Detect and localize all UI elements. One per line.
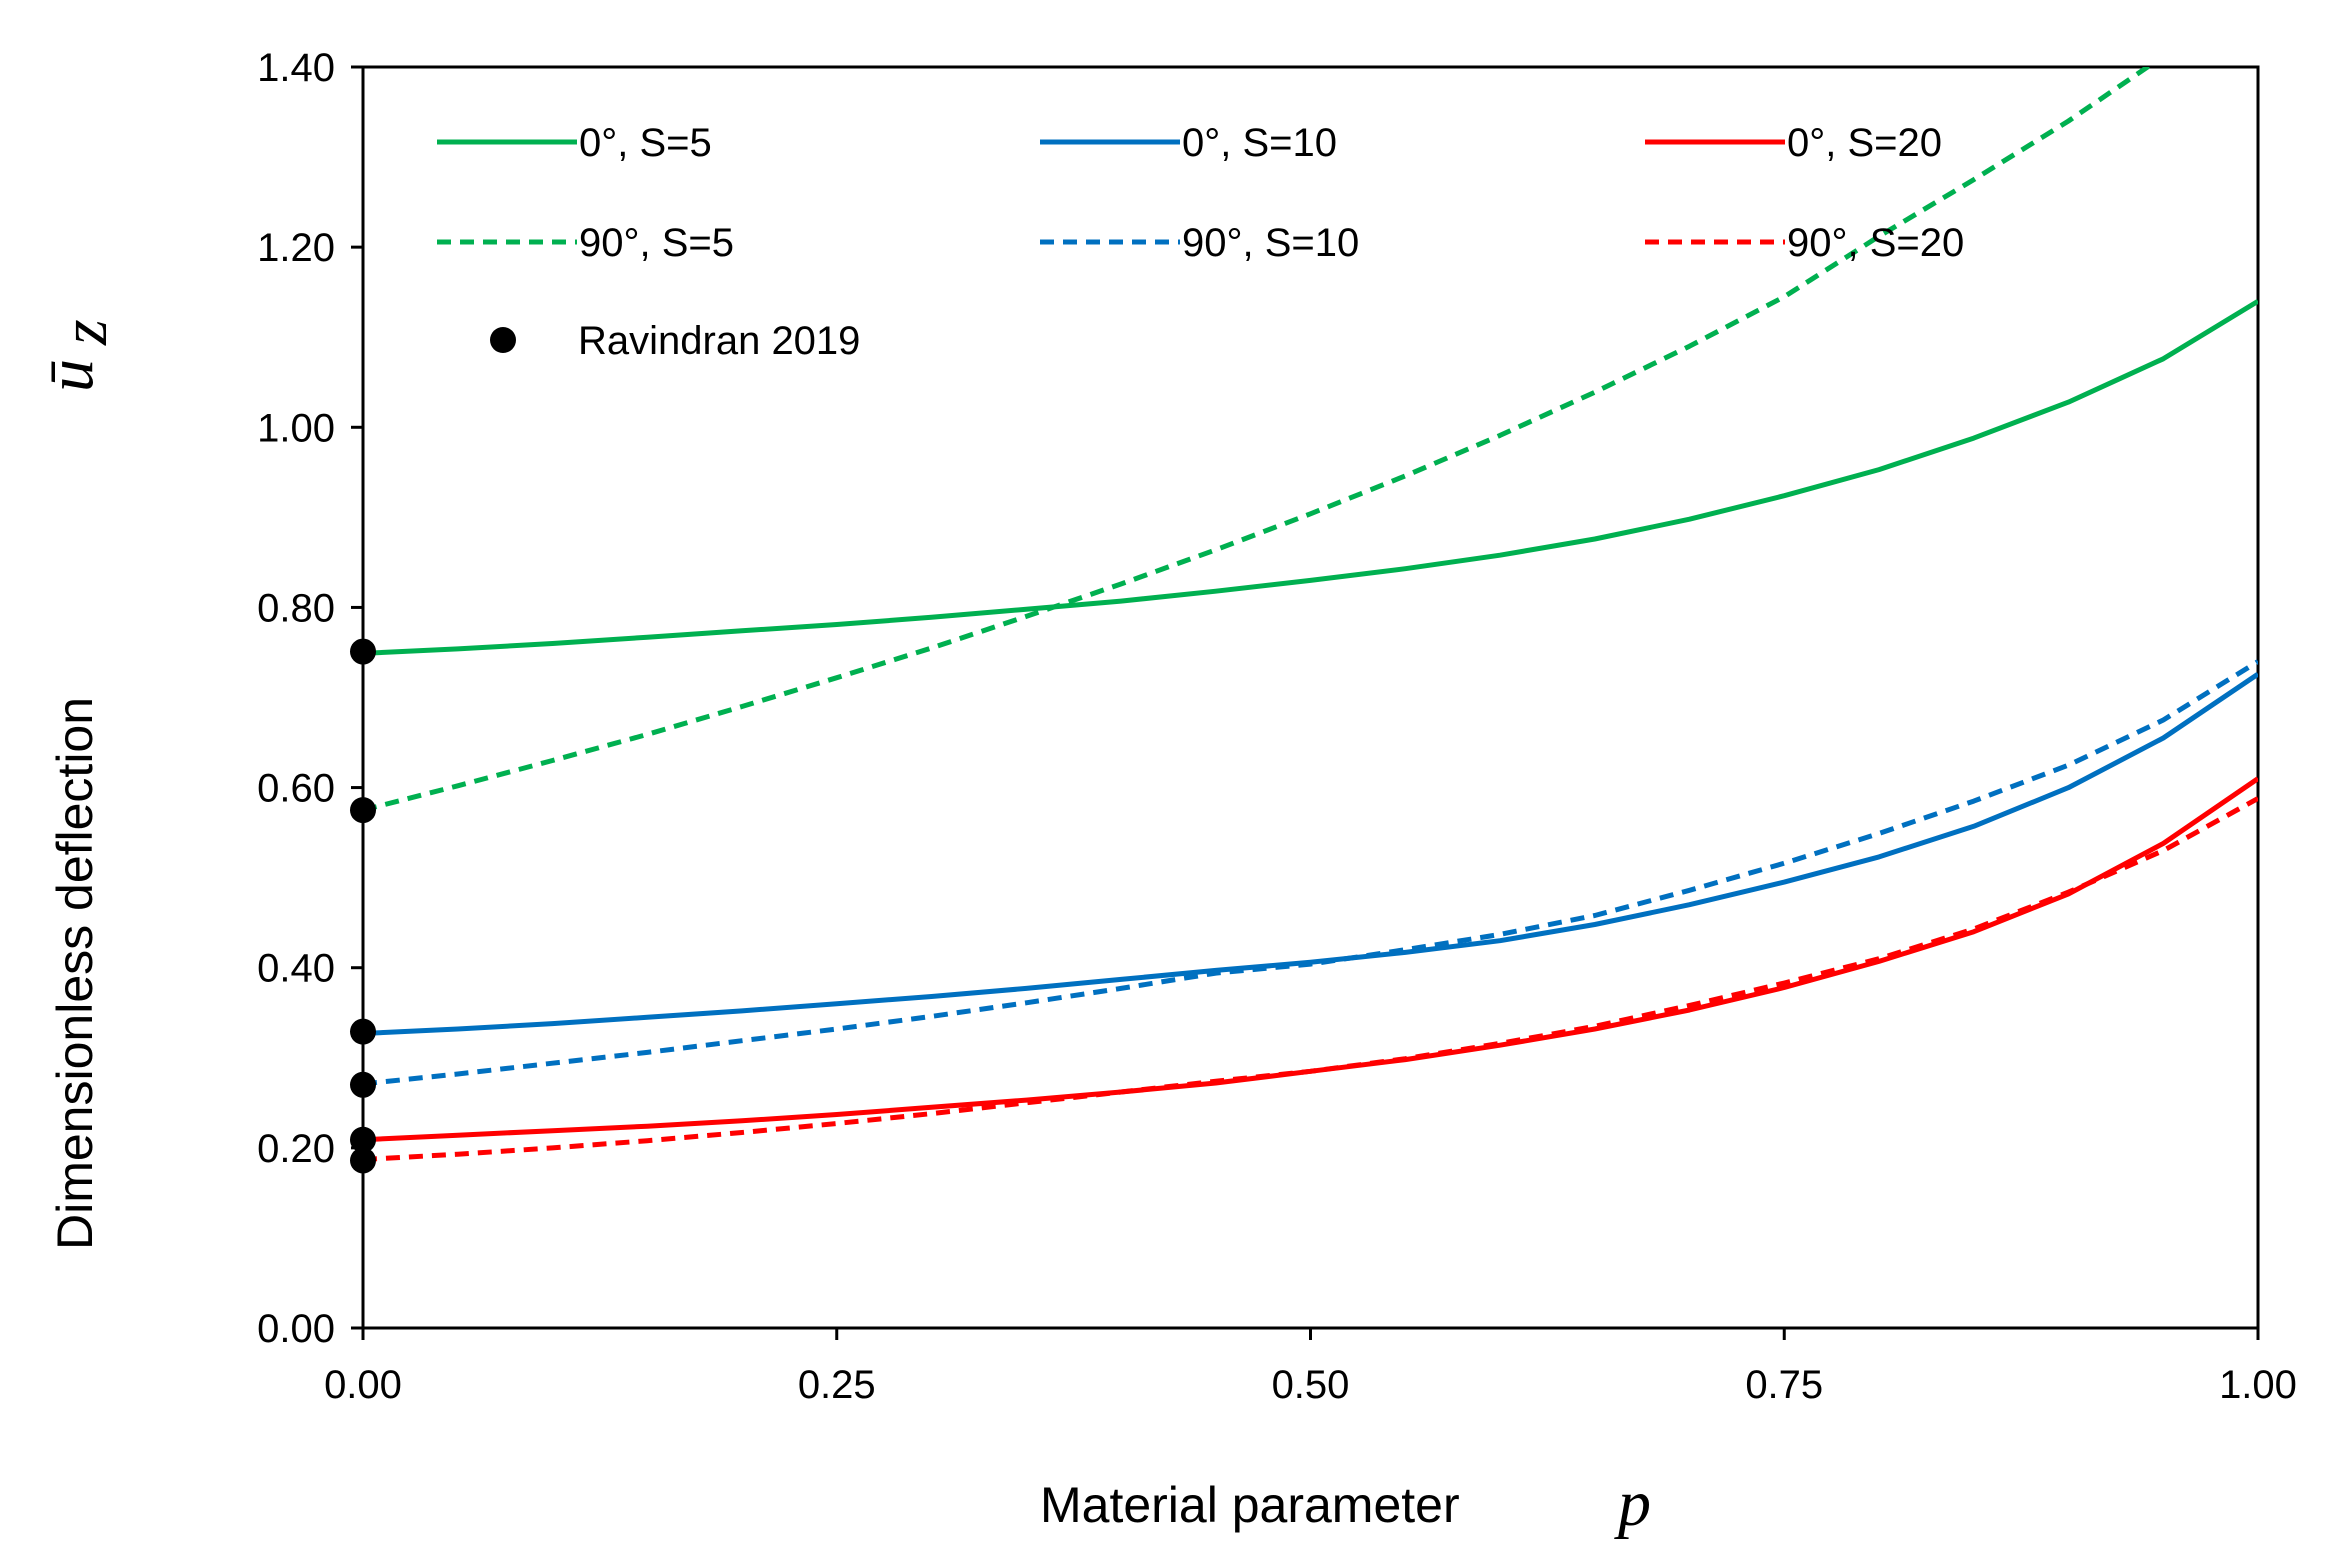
y-axis-label: Dimensionless deflection: [47, 697, 103, 1250]
y-tick-label: 0.40: [257, 947, 335, 991]
legend-label: Ravindran 2019: [578, 319, 860, 363]
x-tick-label: 0.25: [798, 1363, 876, 1407]
axis-labels: Material parameter p Dimensionless defle…: [34, 319, 1651, 1540]
series-line-2: [363, 672, 2258, 1036]
x-tick-label: 0.75: [1745, 1363, 1823, 1407]
legend-label: 90°, S=20: [1787, 221, 1964, 265]
legend-label: 90°, S=5: [579, 221, 734, 265]
reference-point: [350, 1018, 376, 1045]
legend-label: 0°, S=5: [579, 121, 712, 165]
x-axis-symbol: p: [1614, 1467, 1651, 1540]
series-group: [363, 67, 2258, 1163]
x-tick-label: 1.00: [2219, 1363, 2297, 1407]
y-tick-label: 0.80: [257, 586, 335, 630]
reference-point: [350, 797, 376, 824]
series-line-1: [363, 299, 2258, 656]
axes: 0.00 0.20 0.40 0.60 0.80 1.00 1.20 1.40 0.00 0.25…: [257, 46, 2297, 1407]
legend-label: 90°, S=10: [1182, 221, 1359, 265]
series-line-5: [363, 659, 2258, 1087]
legend-label: 0°, S=10: [1182, 121, 1337, 165]
legend-label: 0°, S=20: [1787, 121, 1942, 165]
legend: 0°, S=5 0°, S=10 0°, S=20 90°, S=5 90°, S=10…: [437, 121, 1964, 363]
y-tick-label: 0.00: [257, 1307, 335, 1351]
reference-points: [350, 638, 376, 1174]
y-tick-label: 0.20: [257, 1127, 335, 1171]
y-tick-label: 0.60: [257, 767, 335, 811]
y-axis-label-group: Dimensionless deflection ū z: [34, 319, 121, 1250]
series-line-3: [363, 776, 2258, 1143]
y-tick-label: 1.40: [257, 46, 335, 90]
x-tick-label: 0.00: [324, 1363, 402, 1407]
reference-point: [350, 1071, 376, 1098]
y-tick-label: 1.00: [257, 406, 335, 450]
y-tick-label: 1.20: [257, 226, 335, 270]
series-line-4: [363, 67, 2152, 813]
x-axis-label: Material parameter: [1040, 1477, 1460, 1533]
legend-marker: [490, 327, 516, 353]
y-axis-symbol: ū: [34, 359, 107, 392]
reference-point: [350, 1147, 376, 1174]
reference-point: [350, 1126, 376, 1153]
x-tick-label: 0.50: [1272, 1363, 1350, 1407]
reference-point: [350, 638, 376, 665]
y-axis-subscript: z: [48, 319, 121, 346]
series-line-6: [363, 796, 2258, 1163]
